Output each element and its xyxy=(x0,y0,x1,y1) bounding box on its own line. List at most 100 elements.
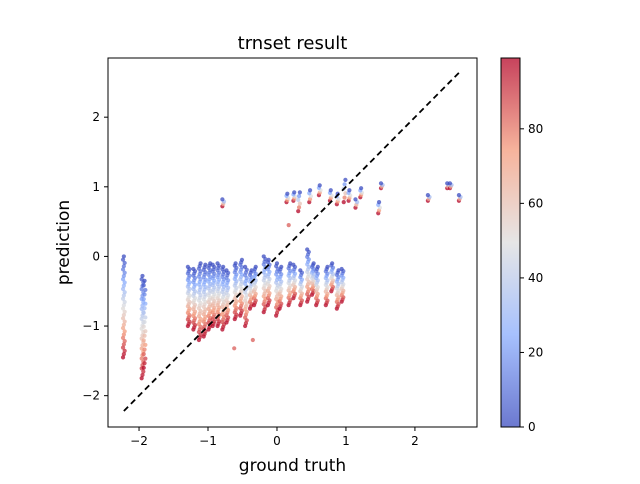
data-point xyxy=(121,264,126,269)
data-point xyxy=(330,261,335,266)
data-point xyxy=(198,261,203,266)
data-point xyxy=(342,182,347,187)
data-point xyxy=(142,347,147,352)
data-point xyxy=(215,261,220,266)
data-point xyxy=(120,296,126,301)
data-point xyxy=(121,293,126,298)
x-tick-label: −2 xyxy=(130,434,148,448)
y-tick-label: −2 xyxy=(82,389,100,403)
data-point xyxy=(143,329,148,334)
data-point xyxy=(141,369,146,374)
data-point xyxy=(315,264,320,269)
data-point xyxy=(120,306,126,311)
data-point xyxy=(298,268,303,273)
data-point xyxy=(141,351,146,357)
y-axis-ticks: −2 −1 0 1 2 xyxy=(82,110,108,403)
data-point xyxy=(142,319,147,325)
data-point xyxy=(141,283,146,288)
data-point xyxy=(233,261,238,266)
data-point xyxy=(143,287,148,293)
data-point xyxy=(142,278,147,283)
data-point xyxy=(122,270,127,275)
data-point xyxy=(142,306,147,311)
data-point xyxy=(292,190,297,195)
data-point xyxy=(296,205,302,210)
y-tick-label: 1 xyxy=(92,180,100,194)
data-point xyxy=(139,356,144,361)
data-point xyxy=(139,287,144,292)
data-point xyxy=(120,325,126,331)
data-point xyxy=(142,292,147,297)
data-point xyxy=(456,193,462,198)
data-point xyxy=(291,262,296,267)
plot-area-frame xyxy=(107,57,478,428)
data-point xyxy=(121,254,126,259)
data-point xyxy=(274,261,280,266)
data-point xyxy=(122,319,127,324)
colorbar-tick-label: 40 xyxy=(528,271,543,285)
colorbar-tick-label: 20 xyxy=(528,345,543,359)
data-point xyxy=(139,376,144,381)
data-point xyxy=(141,338,146,343)
data-point xyxy=(376,200,382,205)
x-tick-label: 2 xyxy=(411,434,419,448)
data-point xyxy=(317,183,322,188)
chart-title: trnset result xyxy=(238,33,348,54)
data-point xyxy=(122,290,127,295)
data-point xyxy=(279,264,284,269)
data-point xyxy=(140,273,145,279)
data-point xyxy=(143,301,148,306)
data-point xyxy=(347,188,352,193)
identity-reference-line xyxy=(123,71,461,412)
y-tick-label: 0 xyxy=(92,249,100,263)
data-point xyxy=(122,260,127,266)
data-point xyxy=(297,190,302,195)
data-point xyxy=(353,197,358,202)
data-point xyxy=(121,303,126,308)
x-tick-label: −1 xyxy=(199,434,217,448)
data-point xyxy=(343,191,348,196)
data-point xyxy=(261,254,266,259)
data-point xyxy=(447,181,453,186)
data-point xyxy=(185,264,190,269)
data-point xyxy=(341,200,346,205)
data-point xyxy=(378,181,384,186)
data-point xyxy=(191,266,196,272)
data-point xyxy=(141,297,146,302)
data-point xyxy=(121,332,126,337)
data-point xyxy=(139,316,144,321)
data-point xyxy=(120,267,126,272)
data-point xyxy=(142,361,147,366)
data-point xyxy=(122,348,127,353)
data-point xyxy=(121,322,126,327)
data-point xyxy=(325,264,330,269)
data-point xyxy=(339,266,344,272)
data-point xyxy=(120,355,126,360)
x-tick-label: 0 xyxy=(273,434,281,448)
y-tick-label: 2 xyxy=(92,110,100,124)
data-point xyxy=(250,337,255,343)
data-point xyxy=(359,186,364,191)
data-point xyxy=(122,280,127,285)
data-point xyxy=(122,329,127,334)
data-point xyxy=(285,191,290,196)
data-point xyxy=(297,201,302,206)
data-point xyxy=(122,338,127,344)
colorbar-tick-label: 80 xyxy=(528,122,543,136)
data-point xyxy=(203,262,208,267)
data-point xyxy=(122,299,127,305)
data-point xyxy=(120,257,126,262)
data-point xyxy=(239,257,245,263)
data-point xyxy=(120,335,126,340)
data-point xyxy=(121,342,126,347)
data-point xyxy=(296,194,302,199)
y-tick-label: −1 xyxy=(82,319,100,333)
data-point xyxy=(336,268,341,273)
data-point xyxy=(141,365,146,370)
data-point xyxy=(307,188,313,193)
data-point xyxy=(141,324,146,329)
data-point xyxy=(120,277,126,282)
data-point xyxy=(311,261,316,266)
